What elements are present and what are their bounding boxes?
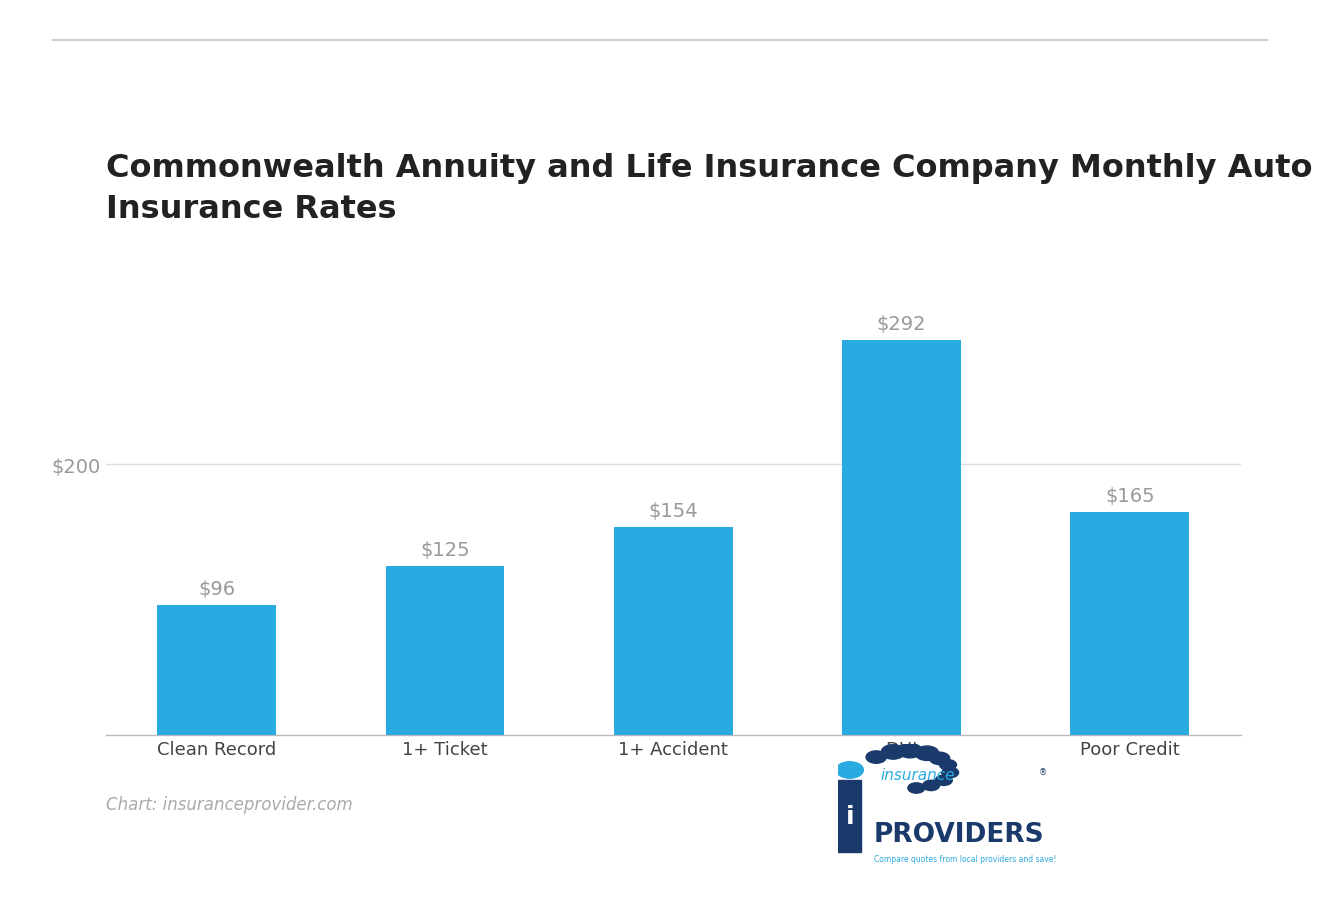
Circle shape (915, 746, 939, 761)
Circle shape (936, 776, 952, 786)
Text: ®: ® (1039, 767, 1047, 777)
Text: insurance: insurance (880, 766, 954, 782)
Circle shape (929, 753, 949, 765)
Bar (838, 780, 862, 853)
Text: Insurance Rates: Insurance Rates (106, 194, 396, 225)
Circle shape (837, 762, 863, 778)
Text: Compare quotes from local providers and save!: Compare quotes from local providers and … (874, 855, 1056, 863)
Text: PROVIDERS: PROVIDERS (874, 822, 1044, 847)
Circle shape (866, 751, 886, 764)
Circle shape (908, 783, 925, 793)
Text: $292: $292 (876, 315, 927, 334)
Bar (157, 606, 276, 735)
Text: Commonwealth Annuity and Life Insurance Company Monthly Auto: Commonwealth Annuity and Life Insurance … (106, 153, 1312, 184)
Bar (385, 566, 504, 735)
Circle shape (898, 743, 921, 758)
Text: i: i (846, 804, 854, 828)
Bar (614, 528, 733, 735)
Text: $154: $154 (648, 502, 698, 520)
Bar (1071, 512, 1189, 735)
Text: $96: $96 (198, 580, 235, 598)
Text: $125: $125 (420, 540, 470, 560)
Circle shape (941, 767, 958, 777)
Circle shape (923, 780, 940, 790)
Circle shape (940, 760, 957, 770)
Circle shape (882, 745, 906, 759)
Text: Chart: insuranceprovider.com: Chart: insuranceprovider.com (106, 795, 352, 813)
Bar (842, 341, 961, 735)
Text: $165: $165 (1105, 486, 1155, 505)
